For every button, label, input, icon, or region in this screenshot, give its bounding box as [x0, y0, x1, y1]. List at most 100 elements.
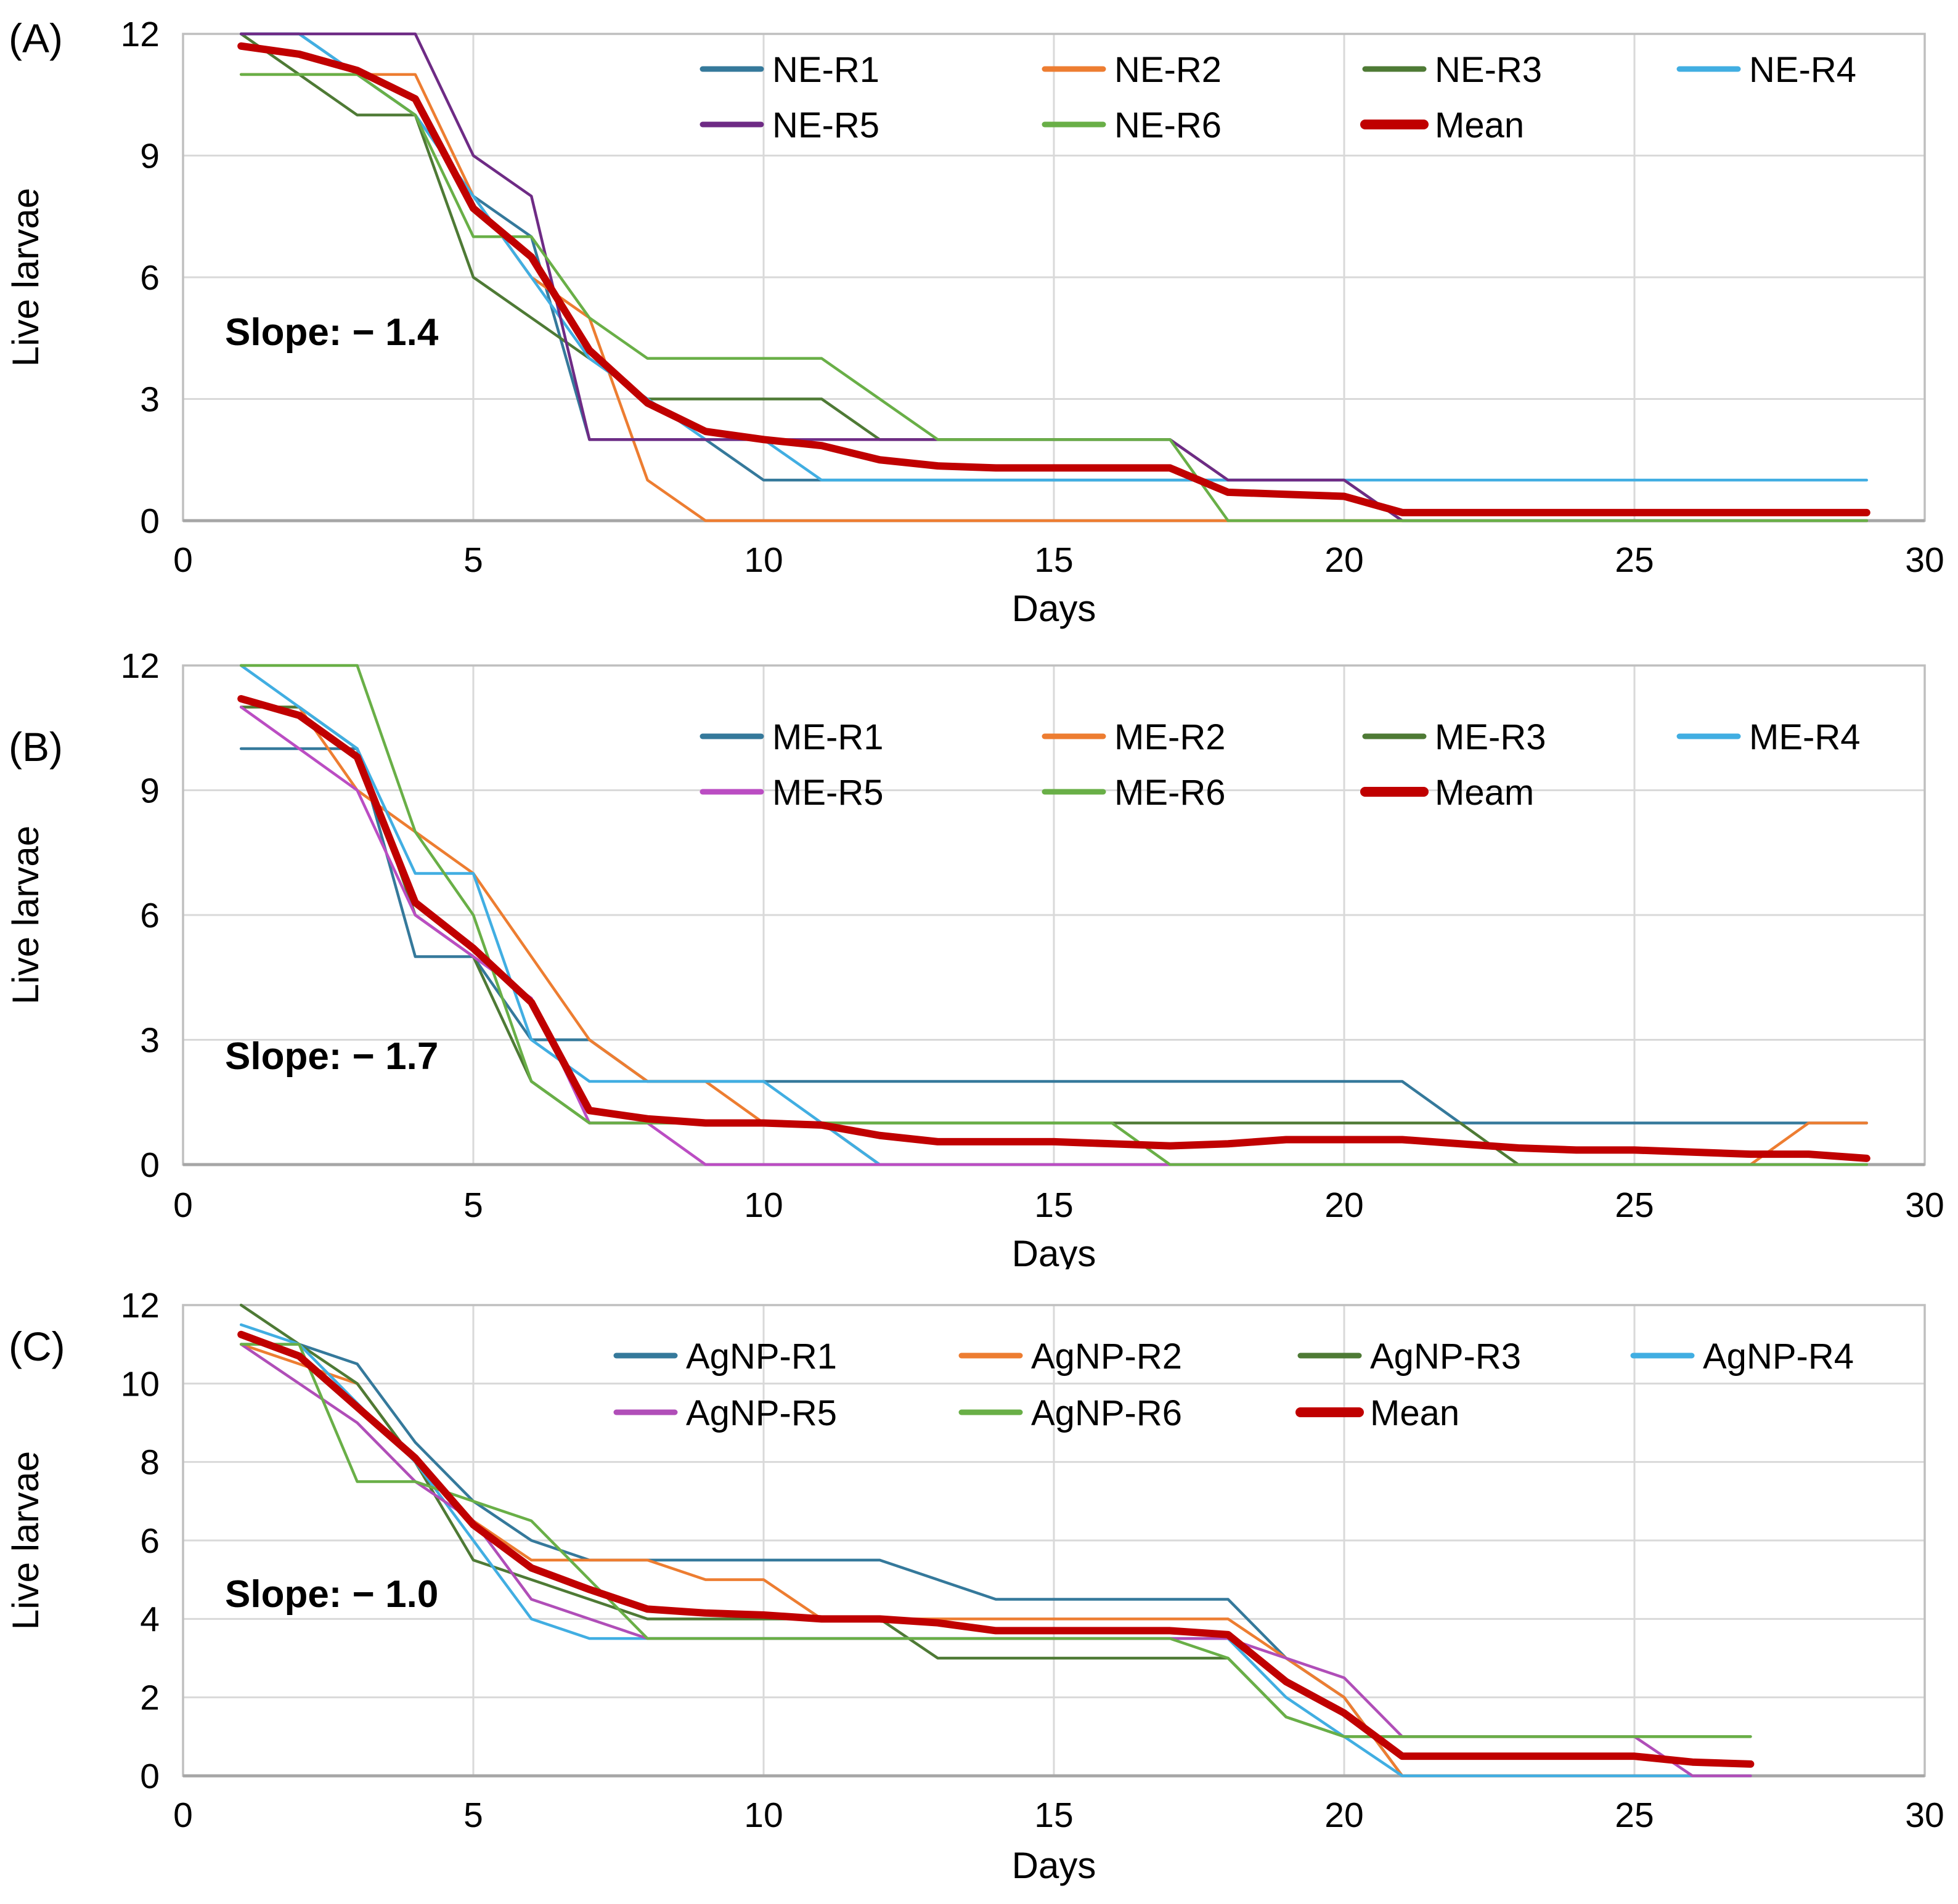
legend-label: AgNP-R2: [1031, 1336, 1182, 1377]
slope-annotation: Slope: − 1.4: [225, 311, 439, 354]
x-axis-title: Days: [1012, 1845, 1096, 1886]
legend: NE-R1 NE-R2 NE-R3 NE-R4 NE-R5 NE-R6 Mean: [700, 50, 1856, 145]
x-tick-label: 30: [1905, 540, 1944, 580]
legend-item-ME-R1: ME-R1: [700, 717, 883, 757]
y-tick-label: 3: [140, 380, 160, 420]
series-line-AgNP-R5: [239, 1343, 1752, 1778]
y-tick-label: 0: [140, 1145, 160, 1185]
panel-C: 0 2 4 6 8 10 12 0 5 10 15 20 25 30 Days Live larvae (C) S…: [0, 1269, 1958, 1904]
x-axis-title: Days: [1012, 588, 1096, 629]
legend-item-ME-R2: ME-R2: [1042, 717, 1225, 757]
y-axis-title: Live larvae: [5, 188, 46, 367]
y-tick-label: 12: [121, 15, 160, 54]
series-lines: [237, 664, 1870, 1166]
legend-item-AgNP-R6: AgNP-R6: [958, 1393, 1182, 1433]
x-tick-label: 15: [1034, 1796, 1073, 1835]
panel-a-chart: 0 3 6 9 12 0 5 10 15 20 25 30 Days Live larvae (A) Slop…: [5, 15, 1944, 629]
y-tick-label: 6: [140, 258, 160, 298]
x-tick-label: 25: [1615, 540, 1654, 580]
legend-label: NE-R2: [1114, 50, 1222, 90]
panel-A: 0 3 6 9 12 0 5 10 15 20 25 30 Days Live larvae (A) Slop…: [0, 0, 1958, 635]
legend-item-AgNP-R2: AgNP-R2: [958, 1336, 1182, 1377]
legend: AgNP-R1 AgNP-R2 AgNP-R3 AgNP-R4 AgNP-R5 AgNP-…: [613, 1336, 1854, 1433]
slope-annotation: Slope: − 1.0: [225, 1573, 438, 1616]
gridlines: [182, 664, 1926, 1166]
y-tick-label: 10: [121, 1364, 160, 1404]
x-tick-label: 10: [744, 1186, 783, 1225]
y-axis-title: Live larvae: [5, 1451, 46, 1630]
y-tick-label: 2: [140, 1678, 160, 1718]
series-line-AgNP-R1: [239, 1343, 1752, 1778]
legend-label: Mean: [1435, 105, 1524, 145]
legend-label: ME-R5: [772, 773, 883, 813]
series-line-ME-R1: [239, 747, 1869, 1125]
x-tick-label: 20: [1324, 540, 1363, 580]
mean-line: [237, 42, 1870, 516]
legend-label: Meam: [1435, 773, 1534, 813]
legend-label: AgNP-R6: [1031, 1393, 1182, 1433]
x-tick-label: 5: [463, 540, 483, 580]
legend-item-NE-R6: NE-R6: [1042, 105, 1222, 145]
legend-item-AgNP-R1: AgNP-R1: [613, 1336, 837, 1377]
series-lines: [237, 1303, 1755, 1778]
y-tick-label: 0: [140, 502, 160, 541]
legend-item-NE-R2: NE-R2: [1042, 50, 1222, 90]
y-tick-label: 3: [140, 1021, 160, 1060]
y-tick-label: 12: [121, 1286, 160, 1325]
legend-label: NE-R4: [1749, 50, 1856, 90]
x-axis-title: Days: [1012, 1233, 1096, 1269]
legend-item-AgNP-R5: AgNP-R5: [613, 1393, 837, 1433]
legend-item-AgNP-R4: AgNP-R4: [1630, 1336, 1854, 1377]
legend: ME-R1 ME-R2 ME-R3 ME-R4 ME-R5 ME-R6 Meam: [700, 717, 1860, 813]
legend-item-NE-R1: NE-R1: [700, 50, 879, 90]
x-tick-label: 20: [1324, 1796, 1363, 1835]
series-line-AgNP-R6: [239, 1343, 1752, 1738]
x-tick-label: 10: [744, 1796, 783, 1835]
legend-label: ME-R4: [1749, 717, 1860, 757]
x-tick-label: 5: [463, 1796, 483, 1835]
series-lines: [237, 32, 1870, 523]
legend-item-ME-R4: ME-R4: [1676, 717, 1860, 757]
mean-line: [237, 695, 1870, 1162]
x-tick-label: 0: [173, 1186, 193, 1225]
legend-label: AgNP-R3: [1370, 1336, 1521, 1377]
y-tick-label: 4: [140, 1600, 160, 1639]
legend-label: AgNP-R1: [686, 1336, 837, 1377]
legend-label: NE-R3: [1435, 50, 1542, 90]
mean-line: [237, 1330, 1755, 1768]
x-tick-label: 5: [463, 1186, 483, 1225]
legend-label: NE-R5: [772, 105, 879, 145]
x-tick-label: 30: [1905, 1186, 1944, 1225]
legend-item-NE-R4: NE-R4: [1676, 50, 1856, 90]
legend-label: ME-R2: [1114, 717, 1225, 757]
legend-item-ME-R6: ME-R6: [1042, 773, 1225, 813]
slope-annotation: Slope: − 1.7: [225, 1035, 438, 1078]
x-tick-label: 20: [1324, 1186, 1363, 1225]
series-line-AgNP-R2: [239, 1343, 1752, 1778]
x-tick-label: 30: [1905, 1796, 1944, 1835]
x-tick-label: 25: [1615, 1186, 1654, 1225]
legend-item-ME-R3: ME-R3: [1362, 717, 1546, 757]
legend-item-Meam: Meam: [1360, 773, 1534, 813]
legend-label: Mean: [1370, 1393, 1459, 1433]
legend-label: AgNP-R5: [686, 1393, 837, 1433]
panel-B: 0 3 6 9 12 0 5 10 15 20 25 30 Days Live larvae (B) Slop…: [0, 635, 1958, 1269]
series-line-NE-R4: [239, 32, 1869, 482]
x-tick-label: 10: [744, 540, 783, 580]
x-tick-label: 15: [1034, 540, 1073, 580]
panel-letter: (B): [9, 724, 63, 770]
panel-letter: (A): [9, 15, 63, 61]
series-line-ME-R6: [239, 664, 1869, 1166]
x-tick-label: 0: [173, 1796, 193, 1835]
panel-b-chart: 0 3 6 9 12 0 5 10 15 20 25 30 Days Live larvae (B) Slop…: [5, 646, 1944, 1269]
y-tick-label: 0: [140, 1757, 160, 1796]
gridlines: [182, 33, 1926, 522]
legend-item-NE-R3: NE-R3: [1362, 50, 1542, 90]
y-tick-label: 6: [140, 1521, 160, 1561]
x-tick-label: 0: [173, 540, 193, 580]
legend-item-Mean: Mean: [1295, 1393, 1459, 1433]
panel-letter: (C): [9, 1324, 65, 1369]
y-tick-label: 8: [140, 1443, 160, 1483]
panel-c-chart: 0 2 4 6 8 10 12 0 5 10 15 20 25 30 Days Live larvae (C) S…: [5, 1286, 1944, 1886]
